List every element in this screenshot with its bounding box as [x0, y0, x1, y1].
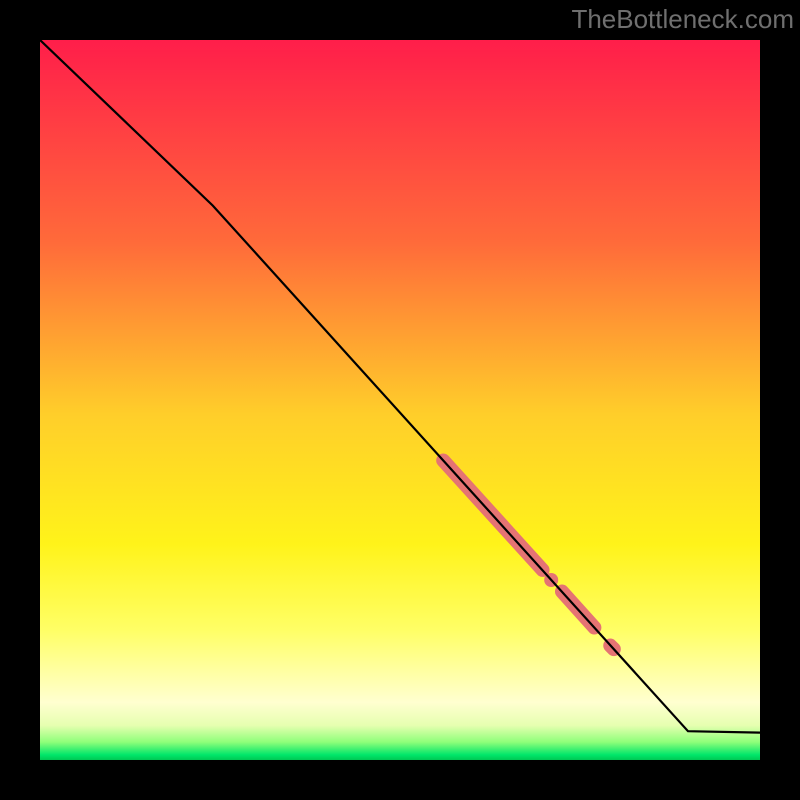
- bottleneck-chart: [40, 40, 760, 760]
- gradient-background: [40, 40, 760, 760]
- watermark-text: TheBottleneck.com: [571, 4, 794, 35]
